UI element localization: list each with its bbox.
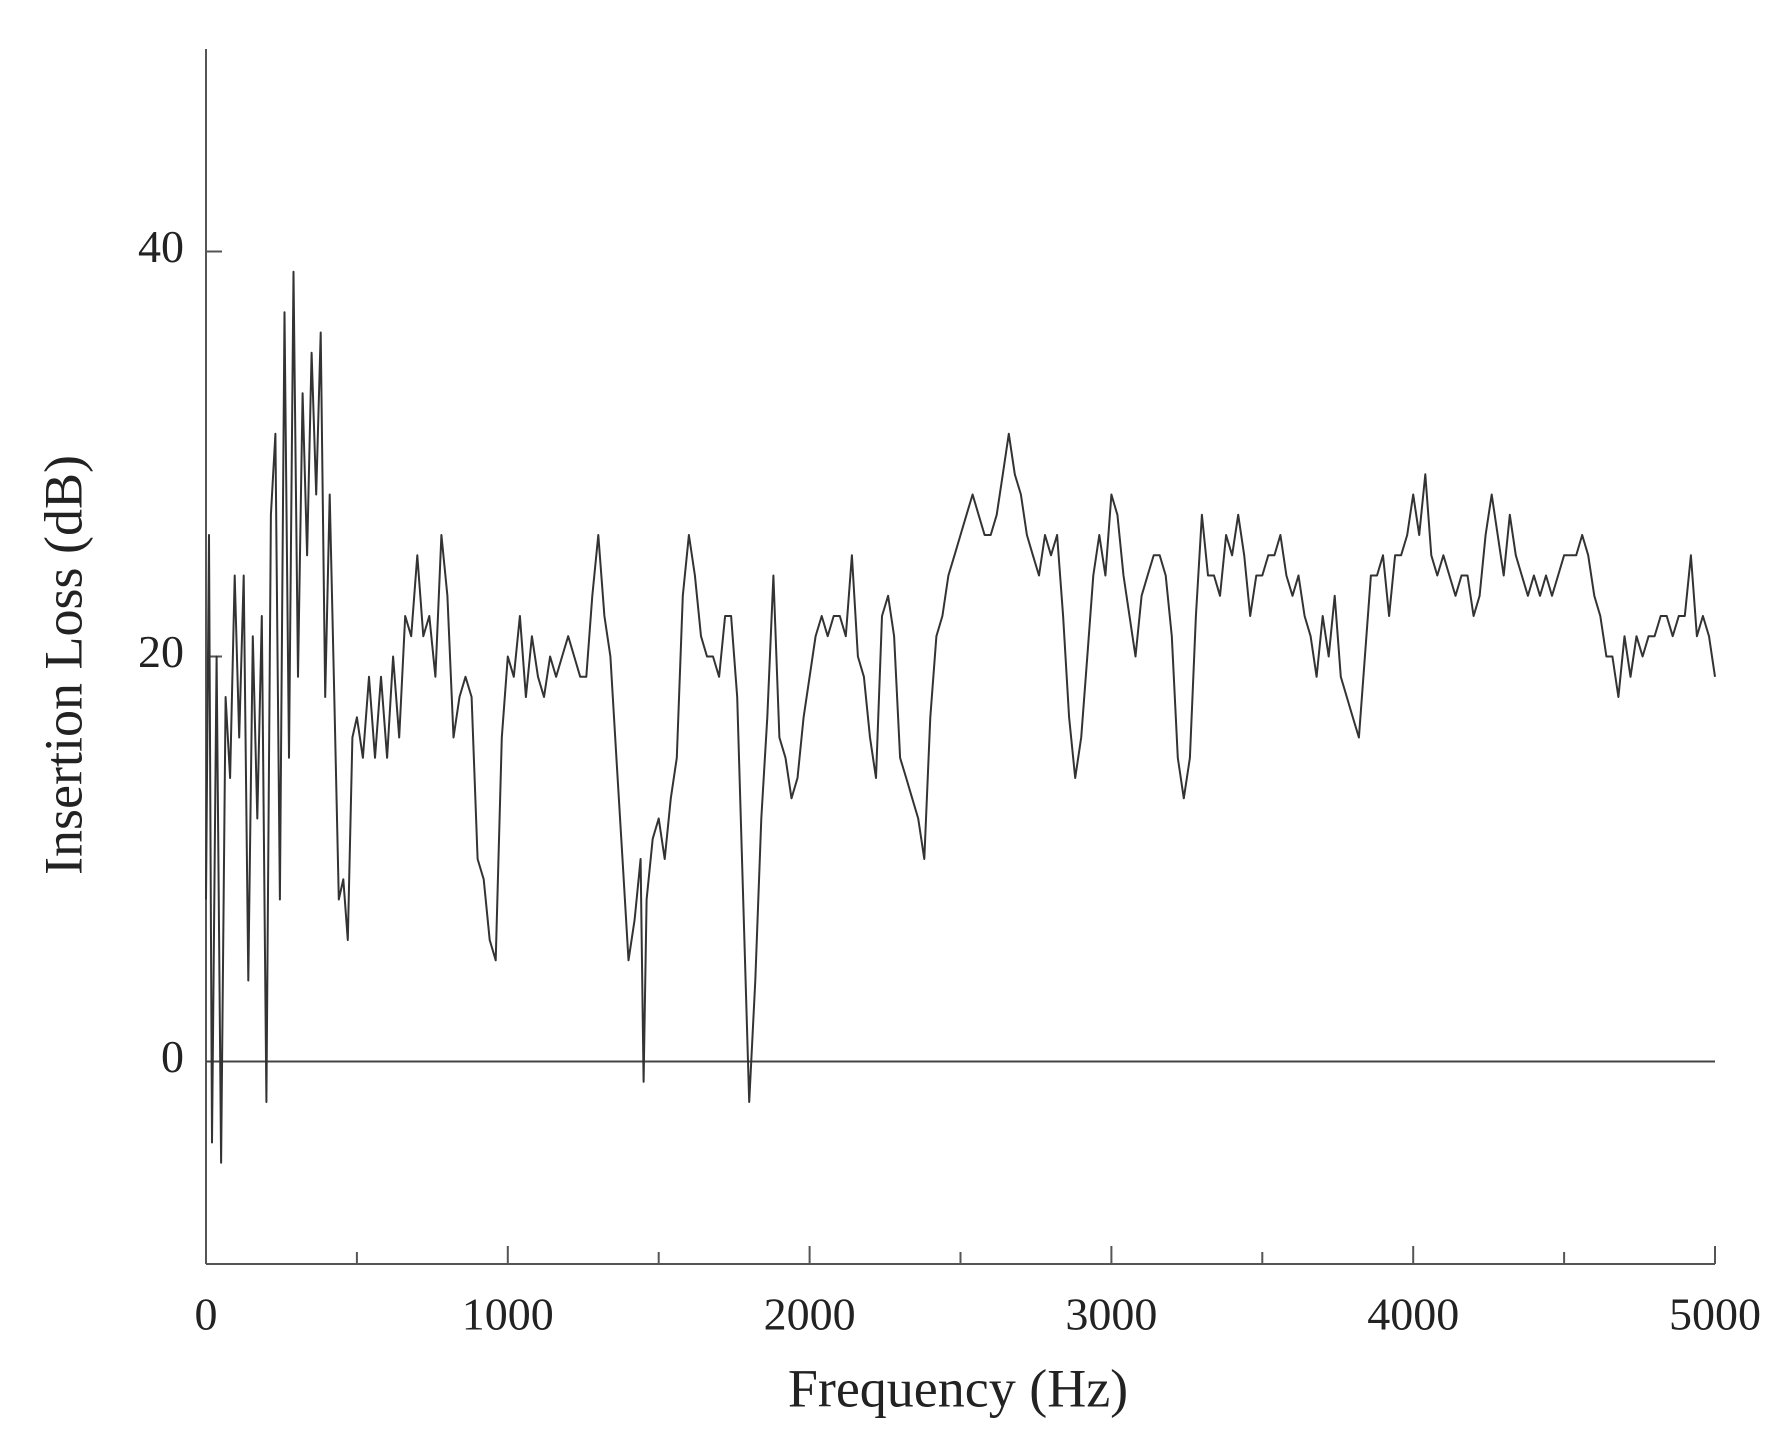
y-axis-label: Insertion Loss (dB) — [33, 455, 93, 875]
x-axis-label: Frequency (Hz) — [788, 1358, 1128, 1418]
y-tick-label: 0 — [161, 1031, 184, 1082]
x-tick-label: 2000 — [764, 1289, 856, 1340]
x-tick-label: 3000 — [1065, 1289, 1157, 1340]
x-tick-label: 1000 — [462, 1289, 554, 1340]
x-tick-label: 5000 — [1669, 1289, 1761, 1340]
y-tick-label: 20 — [138, 626, 184, 677]
data-line — [205, 270, 1716, 1164]
x-tick-label: 0 — [195, 1289, 218, 1340]
x-tick-label: 4000 — [1367, 1289, 1459, 1340]
y-tick-label: 40 — [138, 221, 184, 272]
